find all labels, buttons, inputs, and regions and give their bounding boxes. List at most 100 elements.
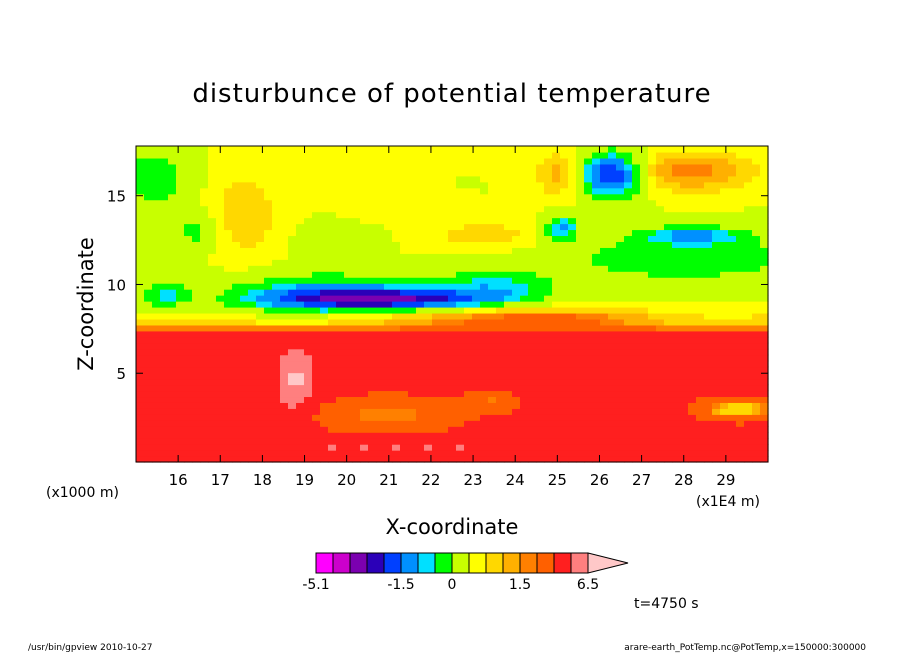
heatmap-cell — [448, 372, 457, 380]
heatmap-cell — [544, 426, 553, 433]
heatmap-cell — [472, 181, 481, 189]
heatmap-cell — [144, 157, 153, 165]
heatmap-cell — [672, 235, 681, 242]
heatmap-cell — [640, 259, 649, 266]
heatmap-cell — [512, 378, 521, 386]
heatmap-cell — [256, 187, 265, 195]
heatmap-cell — [720, 390, 729, 398]
heatmap-cell — [312, 456, 321, 463]
heatmap-cell — [176, 336, 185, 344]
heatmap-cell — [600, 187, 609, 195]
heatmap-cell — [752, 295, 761, 302]
heatmap-cell — [744, 187, 753, 195]
heatmap-cell — [688, 402, 697, 409]
heatmap-cell — [664, 289, 673, 296]
heatmap-cell — [280, 157, 289, 165]
heatmap-cell — [272, 175, 281, 183]
heatmap-cell — [632, 181, 641, 189]
heatmap-cell — [280, 324, 289, 332]
heatmap-cell — [600, 402, 609, 409]
heatmap-cell — [560, 450, 569, 457]
heatmap-cell — [440, 223, 449, 231]
heatmap-cell — [288, 378, 297, 386]
heatmap-cell — [496, 187, 505, 195]
heatmap-cell — [448, 229, 457, 237]
heatmap-cell — [416, 342, 425, 350]
heatmap-cell — [448, 420, 457, 427]
heatmap-cell — [472, 289, 481, 296]
heatmap-cell — [744, 301, 753, 308]
heatmap-cell — [664, 348, 673, 356]
heatmap-cell — [720, 318, 729, 326]
heatmap-cell — [576, 408, 585, 415]
heatmap-cell — [408, 414, 417, 421]
heatmap-cell — [632, 247, 641, 254]
heatmap-cell — [136, 354, 145, 362]
heatmap-cell — [536, 277, 545, 284]
heatmap-cell — [640, 378, 649, 386]
heatmap-cell — [656, 223, 665, 231]
heatmap-cell — [608, 414, 617, 421]
heatmap-cell — [600, 295, 609, 302]
heatmap-cell — [328, 223, 337, 231]
heatmap-cell — [256, 318, 265, 326]
heatmap-cell — [736, 372, 745, 380]
heatmap-cell — [152, 151, 161, 159]
heatmap-cell — [336, 336, 345, 344]
heatmap-cell — [648, 295, 657, 302]
heatmap-cell — [632, 420, 641, 427]
heatmap-cell — [584, 420, 593, 427]
heatmap-cell — [160, 241, 169, 248]
heatmap-cell — [424, 384, 433, 392]
heatmap-cell — [384, 205, 393, 213]
heatmap-cell — [720, 336, 729, 344]
heatmap-cell — [488, 265, 497, 272]
heatmap-cell — [584, 283, 593, 290]
heatmap-cell — [440, 348, 449, 356]
heatmap-cell — [440, 444, 449, 451]
heatmap-cell — [232, 390, 241, 398]
heatmap-cell — [552, 426, 561, 433]
heatmap-cell — [384, 450, 393, 457]
heatmap-cell — [472, 396, 481, 403]
heatmap-cell — [608, 408, 617, 415]
heatmap-cell — [416, 360, 425, 368]
heatmap-cell — [576, 229, 585, 237]
heatmap-cell — [232, 336, 241, 344]
heatmap-cell — [280, 318, 289, 326]
heatmap-cell — [568, 181, 577, 189]
heatmap-cell — [504, 295, 513, 302]
heatmap-cell — [168, 444, 177, 451]
heatmap-cell — [536, 187, 545, 195]
heatmap-cell — [632, 438, 641, 445]
heatmap-cell — [264, 271, 273, 278]
heatmap-cell — [312, 157, 321, 165]
heatmap-cell — [744, 384, 753, 392]
heatmap-cell — [512, 277, 521, 284]
heatmap-cell — [520, 312, 529, 320]
heatmap-cell — [328, 348, 337, 356]
heatmap-cell — [672, 187, 681, 195]
heatmap-cell — [744, 420, 753, 427]
heatmap-cell — [504, 324, 513, 332]
heatmap-cell — [200, 146, 209, 153]
heatmap-cell — [632, 211, 641, 219]
heatmap-cell — [368, 312, 377, 320]
heatmap-cell — [352, 289, 361, 296]
heatmap-cell — [216, 277, 225, 284]
heatmap-cell — [272, 301, 281, 308]
heatmap-cell — [208, 354, 217, 362]
heatmap-cell — [584, 247, 593, 254]
heatmap-cell — [680, 301, 689, 308]
heatmap-cell — [552, 414, 561, 421]
heatmap-cell — [560, 211, 569, 219]
heatmap-cell — [360, 318, 369, 326]
heatmap-cell — [416, 271, 425, 278]
heatmap-cell — [328, 450, 337, 457]
heatmap-cell — [720, 235, 729, 242]
heatmap-cell — [656, 420, 665, 427]
heatmap-cell — [320, 378, 329, 386]
heatmap-cell — [512, 408, 521, 415]
heatmap-cell — [360, 146, 369, 153]
heatmap-cell — [592, 163, 601, 171]
